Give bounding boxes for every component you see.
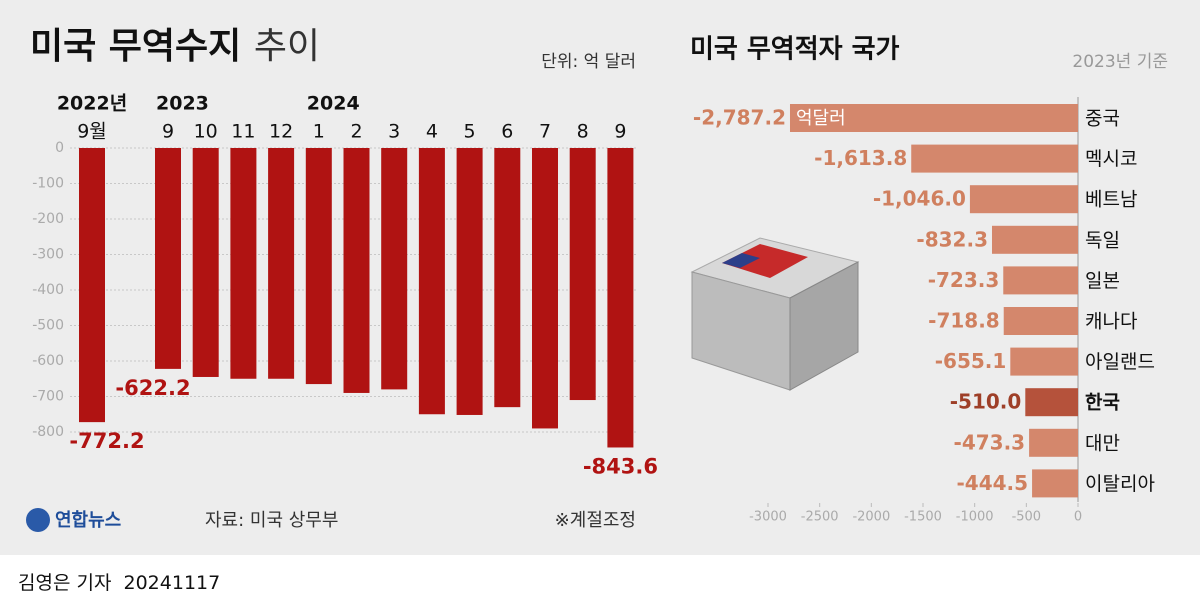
bar — [991, 225, 1078, 254]
bar — [1003, 266, 1078, 295]
category-label: 중국 — [1085, 108, 1120, 130]
x-tick-label: -2500 — [801, 510, 839, 525]
bar — [1025, 388, 1078, 417]
x-tick-label: 9 — [162, 121, 174, 143]
x-tick-label: -500 — [1012, 510, 1042, 525]
value-label: -772.2 — [69, 429, 144, 453]
note: ※계절조정 — [555, 510, 636, 531]
x-tick-label: 0 — [1074, 510, 1082, 525]
logo-icon — [26, 508, 50, 532]
bar — [569, 148, 596, 401]
category-label: 캐나다 — [1085, 311, 1137, 333]
bar — [494, 148, 521, 408]
bar — [607, 148, 634, 448]
y-tick-label: -500 — [32, 318, 64, 334]
value-label: -843.6 — [583, 454, 658, 478]
x-tick-label: 9 — [614, 121, 626, 143]
unit-label: 억달러 — [796, 108, 846, 129]
y-tick-label: -400 — [32, 282, 64, 298]
bar — [155, 148, 181, 369]
byline: 김영은 기자 20241117 — [18, 572, 220, 594]
y-tick-label: -100 — [32, 176, 64, 192]
category-label: 일본 — [1085, 270, 1120, 292]
category-label: 한국 — [1085, 392, 1120, 414]
x-tick-label: 12 — [269, 121, 293, 143]
container-illustration — [690, 237, 860, 391]
x-tick-label: 5 — [464, 121, 476, 143]
year-label: 2022년 — [57, 93, 127, 115]
value-label: -655.1 — [935, 349, 1007, 373]
logo-text: 연합뉴스 — [55, 509, 121, 531]
x-tick-label: 7 — [539, 121, 551, 143]
bar — [1029, 428, 1078, 457]
logo: 연합뉴스 — [26, 508, 121, 532]
bar — [381, 148, 408, 390]
value-label: -622.2 — [115, 376, 190, 400]
category-label: 멕시코 — [1085, 148, 1137, 170]
bar — [230, 148, 257, 379]
value-label: -1,613.8 — [814, 146, 907, 170]
value-label: -2,787.2 — [693, 106, 786, 130]
year-label: 2024 — [307, 93, 360, 115]
value-label: -718.8 — [928, 309, 1000, 333]
bar — [192, 148, 219, 377]
value-label: -444.5 — [957, 471, 1029, 495]
right-title: 미국 무역적자 국가 — [690, 35, 900, 65]
x-tick-label: -3000 — [749, 510, 787, 525]
x-tick-label: 1 — [313, 121, 325, 143]
category-label: 이탈리아 — [1085, 473, 1155, 495]
y-tick-label: -300 — [32, 247, 64, 263]
value-label: -723.3 — [928, 268, 1000, 292]
value-label: -832.3 — [916, 227, 988, 251]
y-tick-label: -700 — [32, 389, 64, 405]
x-tick-label: 8 — [577, 121, 589, 143]
y-tick-label: 0 — [55, 140, 64, 156]
value-label: -1,046.0 — [873, 187, 966, 211]
container-side — [789, 261, 859, 391]
bar — [911, 144, 1078, 173]
bar — [456, 148, 483, 415]
y-tick-label: -600 — [32, 353, 64, 369]
category-label: 아일랜드 — [1085, 351, 1155, 373]
bar — [532, 148, 558, 429]
left-title: 미국 무역수지 추이 — [30, 26, 320, 67]
x-tick-label: 6 — [501, 121, 513, 143]
bar — [268, 148, 295, 379]
flag-canton — [722, 253, 760, 268]
bar — [343, 148, 370, 393]
bar — [305, 148, 332, 385]
category-label: 독일 — [1085, 229, 1120, 251]
y-tick-label: -800 — [32, 424, 64, 440]
bar — [789, 104, 1078, 132]
x-tick-label: 9월 — [77, 121, 107, 143]
value-label: -510.0 — [950, 390, 1022, 414]
x-tick-label: 3 — [388, 121, 400, 143]
x-tick-label: -1500 — [904, 510, 942, 525]
x-tick-label: 4 — [426, 121, 438, 143]
value-label: -473.3 — [954, 430, 1026, 454]
bar — [79, 148, 105, 423]
x-tick-label: -1000 — [956, 510, 994, 525]
footer-band — [0, 555, 1200, 610]
source: 자료: 미국 상무부 — [205, 510, 338, 531]
y-tick-label: -200 — [32, 211, 64, 227]
unit: 단위: 억 달러 — [541, 52, 636, 72]
bar — [1010, 347, 1078, 376]
category-label: 대만 — [1085, 432, 1120, 454]
x-tick-label: 2 — [350, 121, 362, 143]
flag — [722, 244, 808, 278]
bar — [969, 185, 1078, 214]
x-tick-label: 11 — [231, 121, 255, 143]
category-label: 베트남 — [1085, 189, 1137, 211]
bar — [418, 148, 445, 415]
x-tick-label: -2000 — [852, 510, 890, 525]
x-tick-label: 10 — [194, 121, 218, 143]
subtitle: 2023년 기준 — [1072, 52, 1168, 72]
bar — [1003, 307, 1078, 335]
year-label: 2023 — [156, 93, 209, 115]
bar — [1032, 469, 1078, 498]
